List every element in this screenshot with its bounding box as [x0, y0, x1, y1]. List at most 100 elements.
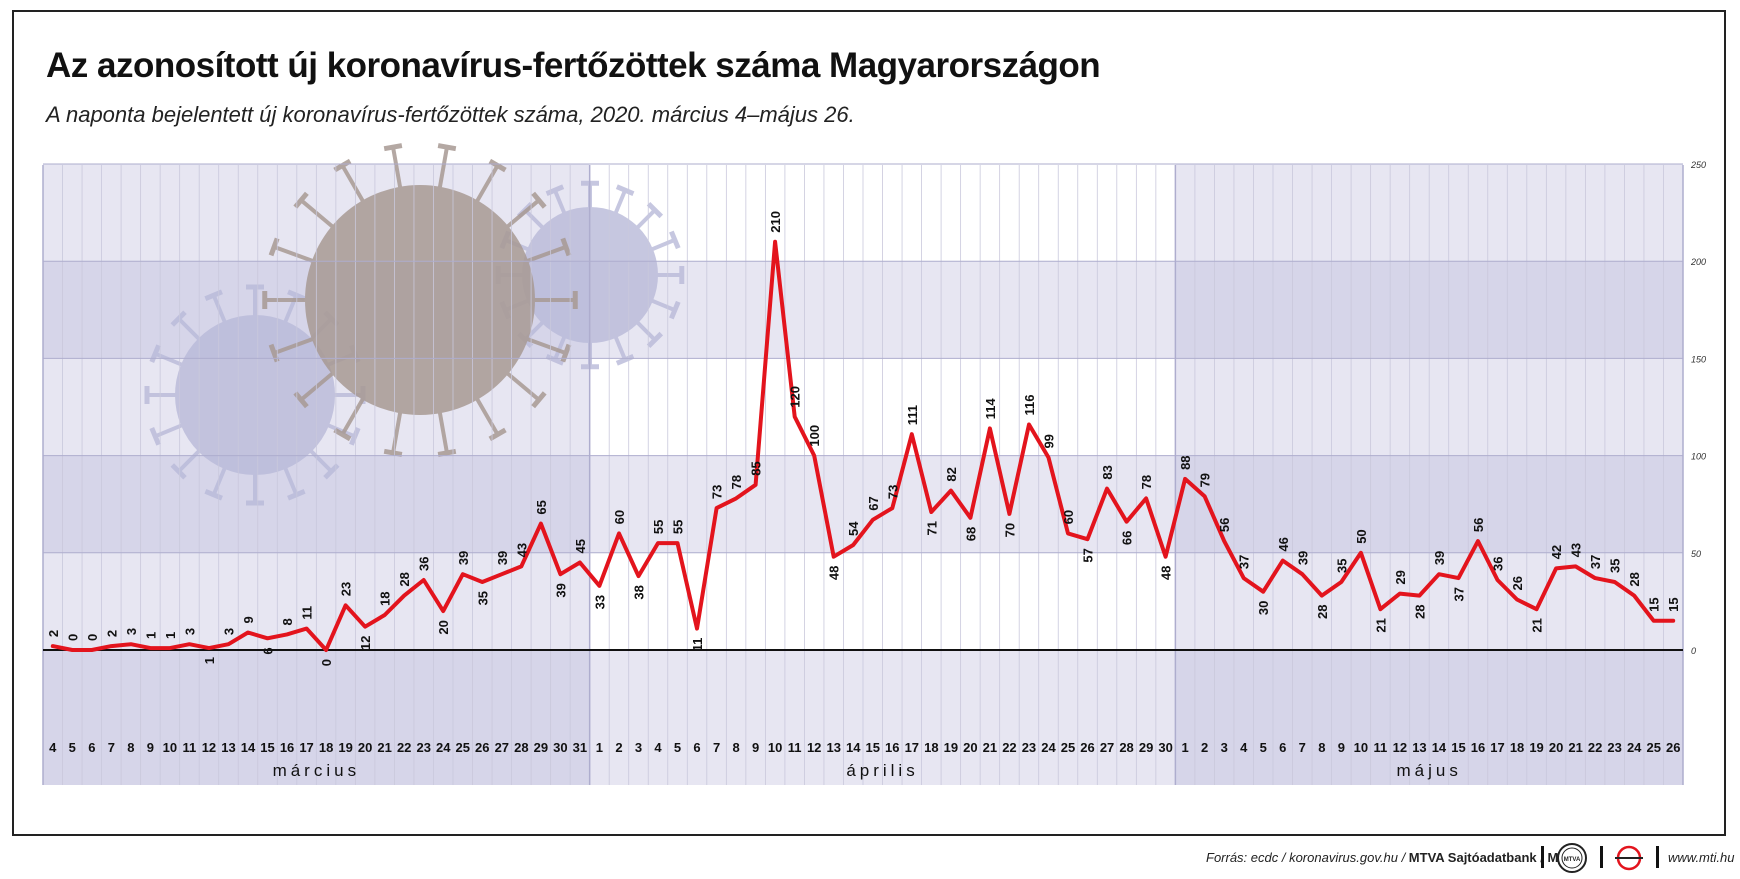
data-label: 30: [1256, 601, 1271, 615]
x-tick-label: 13: [1412, 740, 1426, 755]
virus-spike-cap: [383, 143, 403, 152]
mti-logo-icon: [1615, 845, 1643, 871]
data-label: 36: [1491, 557, 1506, 571]
virus-spike-cap: [437, 143, 457, 152]
x-tick-label: 11: [1374, 740, 1388, 755]
x-tick-label: 15: [1451, 740, 1465, 755]
virus-spike-cap: [545, 184, 565, 196]
x-tick-label: 11: [183, 740, 197, 755]
data-label: 3: [221, 628, 236, 635]
data-label: 36: [417, 557, 432, 571]
data-label: 15: [1647, 597, 1662, 611]
x-tick-label: 23: [1022, 740, 1036, 755]
x-tick-label: 27: [1100, 740, 1114, 755]
page-title: Az azonosított új koronavírus-fertőzötte…: [46, 46, 1101, 85]
x-tick-label: 3: [1221, 740, 1228, 755]
x-tick-label: 9: [1338, 740, 1345, 755]
x-tick-label: 4: [1240, 740, 1248, 755]
virus-spike-cap: [615, 184, 635, 196]
virus-spike-cap: [646, 201, 664, 219]
y-tick-label: 50: [1691, 549, 1701, 559]
virus-spike-cap: [560, 237, 572, 257]
data-label: 120: [788, 386, 803, 408]
data-label: 15: [1666, 597, 1681, 611]
virus-spike-cap: [170, 463, 187, 480]
data-label: 1: [163, 632, 178, 639]
data-label: 23: [339, 582, 354, 596]
data-label: 1: [143, 632, 158, 639]
data-label: 67: [866, 496, 881, 510]
data-label: 2: [46, 630, 61, 637]
data-label: 55: [671, 520, 686, 534]
virus-spike-cap: [545, 354, 565, 366]
data-label: 9: [241, 616, 256, 623]
data-label: 71: [924, 521, 939, 535]
x-tick-label: 30: [553, 740, 567, 755]
x-tick-label: 10: [163, 740, 177, 755]
data-label: 35: [1334, 558, 1349, 572]
virus-spike-cap: [669, 300, 681, 320]
x-axis: 4 5 6 7 8 9 10 11 12 13 14 15 16 17 18 19 20 21 22 23 24 25 26…: [49, 740, 1680, 780]
x-tick-label: 5: [674, 740, 681, 755]
x-tick-label: 16: [1471, 740, 1485, 755]
virus-spike-cap: [531, 191, 547, 209]
data-label: 88: [1178, 455, 1193, 469]
data-label: 99: [1041, 434, 1056, 448]
virus-spike-cap: [646, 331, 664, 349]
y-tick-label: 150: [1691, 354, 1706, 364]
virus-spike-cap: [669, 230, 681, 250]
data-label: 35: [475, 591, 490, 605]
data-label: 3: [124, 628, 139, 635]
data-label: 43: [1569, 543, 1584, 557]
y-axis: 0 50 100 150 200 250: [1690, 160, 1706, 656]
x-tick-label: 20: [358, 740, 372, 755]
data-label: 33: [592, 595, 607, 609]
x-tick-label: 13: [826, 740, 840, 755]
data-label: 0: [319, 659, 334, 666]
data-label: 0: [65, 634, 80, 641]
x-tick-label: 31: [573, 740, 587, 755]
y-tick-label: 200: [1690, 257, 1706, 267]
month-label: május: [1397, 761, 1462, 780]
x-tick-label: 20: [963, 740, 977, 755]
virus-spike-cap: [531, 391, 547, 409]
x-tick-label: 19: [1529, 740, 1543, 755]
data-label: 39: [495, 551, 510, 565]
data-label: 28: [397, 572, 412, 586]
data-label: 50: [1354, 529, 1369, 543]
footer-divider: [1600, 846, 1603, 868]
data-label: 37: [1588, 555, 1603, 569]
data-label: 11: [300, 606, 315, 620]
y-tick-label: 250: [1690, 160, 1706, 170]
data-label: 45: [573, 539, 588, 553]
x-tick-label: 24: [436, 740, 451, 755]
data-label: 73: [710, 485, 725, 499]
virus-spike-cap: [293, 191, 309, 209]
x-tick-label: 29: [534, 740, 548, 755]
virus-spike-cap: [287, 289, 306, 301]
x-tick-label: 1: [1182, 740, 1189, 755]
data-label: 43: [514, 543, 529, 557]
x-tick-label: 23: [1607, 740, 1621, 755]
data-label: 54: [846, 521, 861, 536]
data-label: 29: [1393, 570, 1408, 584]
x-tick-label: 12: [1393, 740, 1407, 755]
data-label: 83: [1100, 465, 1115, 479]
data-label: 111: [905, 405, 920, 425]
month-label: április: [846, 761, 918, 780]
x-tick-label: 18: [1510, 740, 1524, 755]
data-label: 18: [378, 592, 393, 606]
x-tick-label: 26: [475, 740, 489, 755]
x-tick-label: 23: [416, 740, 430, 755]
virus-spike-cap: [333, 158, 352, 173]
virus-spike-cap: [488, 158, 507, 173]
data-label: 70: [1002, 523, 1017, 537]
month-label: március: [273, 761, 361, 780]
data-label: 46: [1276, 537, 1291, 551]
data-label: 48: [827, 566, 842, 580]
data-label: 8: [280, 618, 295, 625]
data-label: 20: [436, 620, 451, 634]
data-label: 39: [553, 583, 568, 597]
data-label: 1: [202, 657, 217, 664]
data-label: 38: [631, 585, 646, 599]
